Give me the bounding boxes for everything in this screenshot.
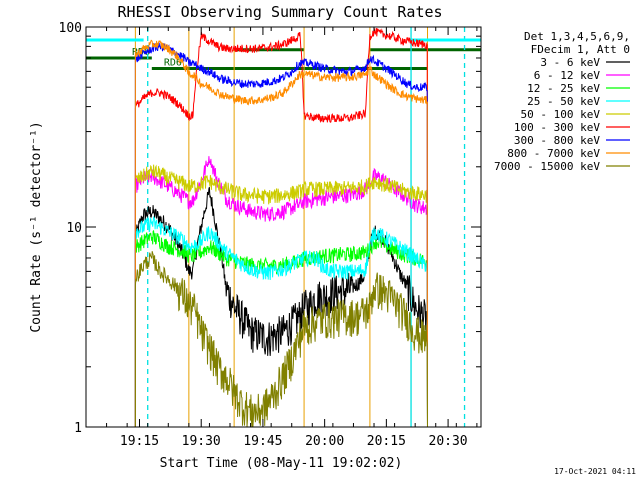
y-axis-label: Count Rate (s⁻¹ detector⁻¹) xyxy=(29,121,44,332)
x-tick-label-2: 19:45 xyxy=(243,434,282,449)
legend-label-3: 25 - 50 keV xyxy=(527,95,600,108)
x-tick-label-1: 19:30 xyxy=(182,434,221,449)
x-tick-label-0: 19:15 xyxy=(120,434,159,449)
y-tick-label-0: 1 xyxy=(74,421,82,436)
series-line-3 xyxy=(134,215,428,428)
legend-label-4: 50 - 100 keV xyxy=(521,108,601,121)
legend-label-6: 300 - 800 keV xyxy=(514,134,600,147)
y-tick-label-1: 10 xyxy=(66,221,82,236)
legend-label-1: 6 - 12 keV xyxy=(534,69,601,82)
series-line-6 xyxy=(134,42,428,428)
series-line-7 xyxy=(134,39,428,428)
legend-label-8: 7000 - 15000 keV xyxy=(494,160,600,173)
legend-header-0: Det 1,3,4,5,6,9, xyxy=(524,30,630,43)
series-line-5 xyxy=(134,27,428,428)
chart-title: RHESSI Observing Summary Count Rates xyxy=(117,3,442,21)
x-tick-label-3: 20:00 xyxy=(305,434,344,449)
x-tick-label-4: 20:15 xyxy=(367,434,406,449)
timestamp: 17-Oct-2021 04:11 xyxy=(554,467,636,476)
legend-label-5: 100 - 300 keV xyxy=(514,121,600,134)
x-tick-label-5: 20:30 xyxy=(429,434,468,449)
series-line-1 xyxy=(134,156,428,428)
series-line-8 xyxy=(134,251,428,428)
legend-label-7: 800 - 7000 keV xyxy=(507,147,600,160)
axes: 19:15 19:30 19:45 20:00 20:15 20:30 1 10 100 xyxy=(59,21,481,449)
flag-label-1: RD6 xyxy=(164,58,182,69)
legend-label-0: 3 - 6 keV xyxy=(540,56,600,69)
x-axis-label: Start Time (08-May-11 19:02:02) xyxy=(160,456,403,471)
y-tick-label-2: 100 xyxy=(59,21,82,36)
series-lines xyxy=(134,27,428,428)
legend: Det 1,3,4,5,6,9,FDecim 1, Att 03 - 6 keV… xyxy=(494,30,630,173)
series-line-4 xyxy=(134,164,428,428)
legend-label-2: 12 - 25 keV xyxy=(527,82,600,95)
legend-header-1: FDecim 1, Att 0 xyxy=(531,43,630,56)
